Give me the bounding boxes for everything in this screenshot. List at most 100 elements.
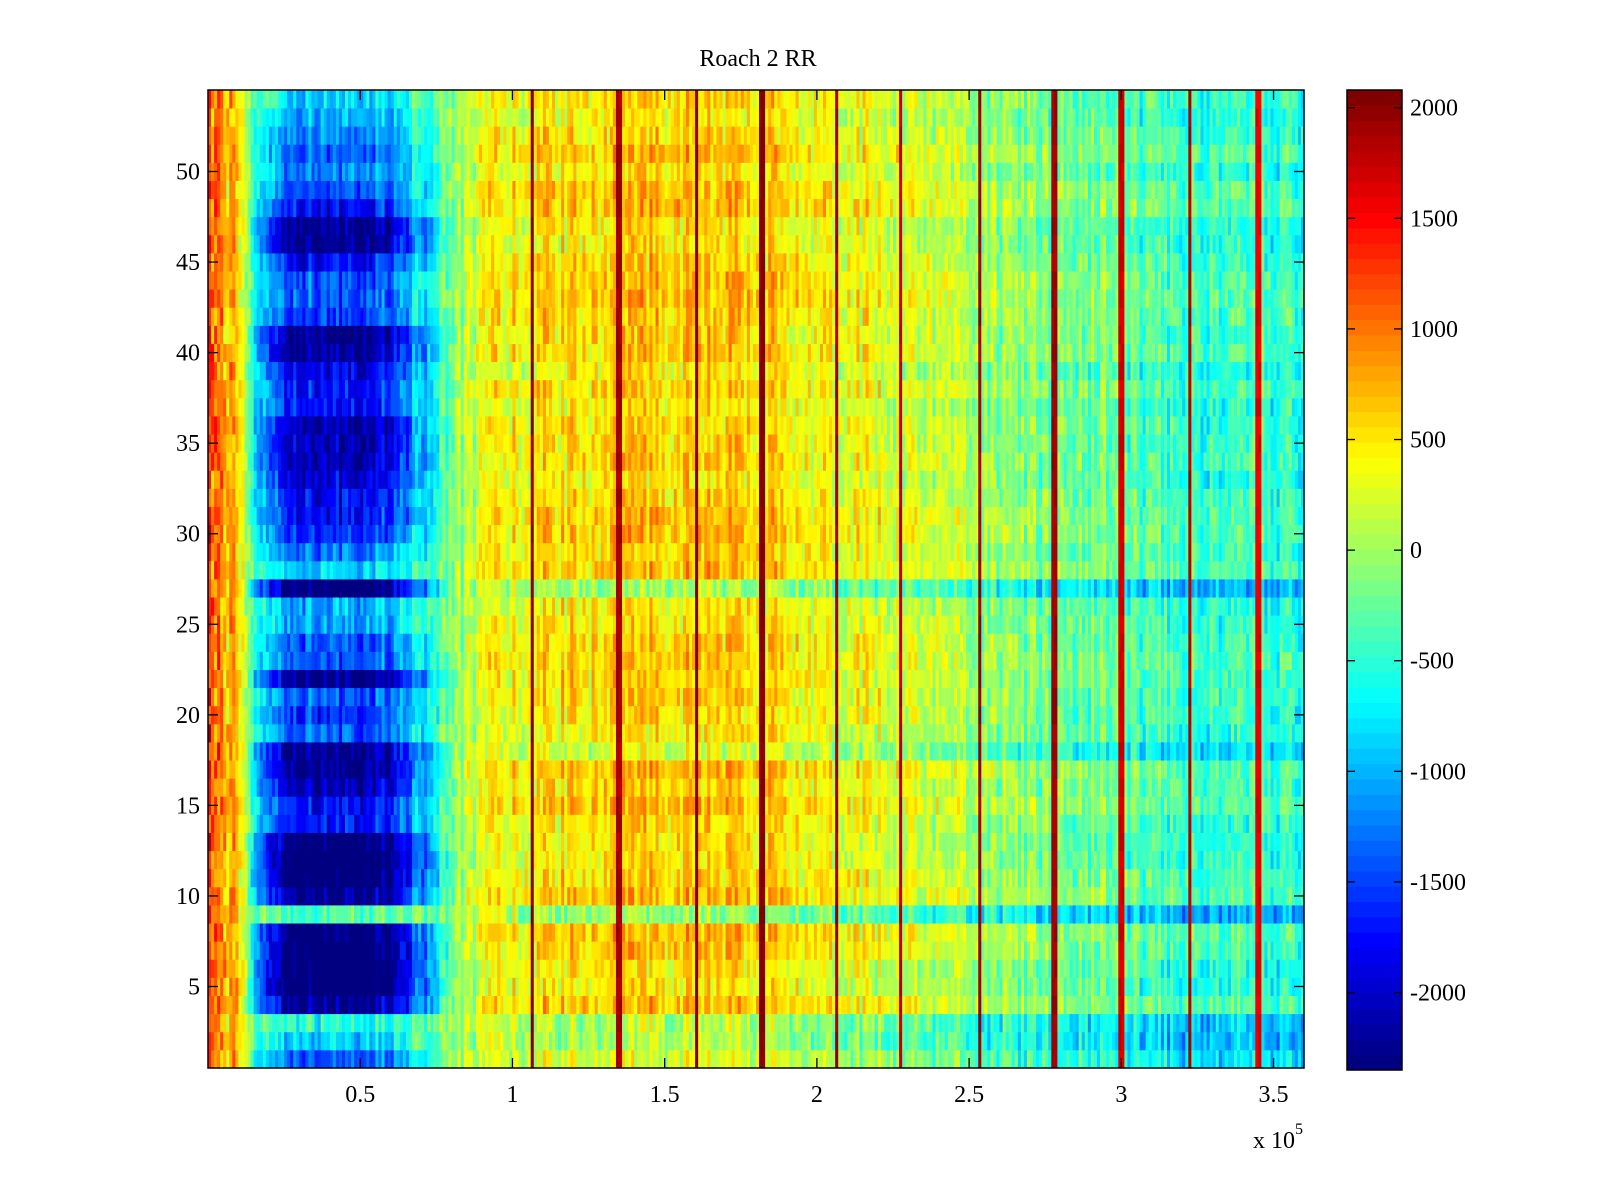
heatmap-cell [430, 868, 434, 888]
heatmap-cell [329, 1013, 334, 1033]
heatmap-cell [1109, 868, 1113, 888]
heatmap-cell [564, 923, 568, 942]
heatmap-cell [893, 1049, 897, 1069]
heatmap-cell [485, 868, 489, 888]
heatmap-cell [1011, 941, 1016, 960]
heatmap-cell [488, 905, 492, 924]
heatmap-cell [1005, 814, 1010, 833]
heatmap-cell [612, 995, 617, 1015]
heatmap-cell [1163, 868, 1168, 888]
heatmap-cell [1081, 959, 1086, 978]
heatmap-cell [774, 868, 778, 888]
heatmap-cell [1045, 814, 1049, 833]
heatmap-cell [698, 905, 702, 924]
heatmap-cell [256, 959, 261, 978]
heatmap-cell [646, 850, 650, 870]
heatmap-cell [972, 868, 976, 888]
heatmap-cell [984, 1013, 988, 1033]
heatmap-cell [211, 832, 215, 852]
heatmap-cell [1279, 832, 1284, 852]
heatmap-cell [244, 1049, 248, 1069]
heatmap-cell [1005, 1049, 1010, 1069]
heatmap-cell [485, 959, 489, 978]
heatmap-cell [1096, 977, 1101, 996]
heatmap-cell [1121, 905, 1125, 924]
heatmap-cell [393, 814, 398, 833]
heatmap-cell [722, 959, 726, 978]
heatmap-cell [369, 1031, 373, 1051]
heatmap-cell [877, 1013, 882, 1033]
heatmap-cell [768, 905, 772, 924]
heatmap-cell [1288, 959, 1293, 978]
heatmap-cell [725, 941, 729, 960]
heatmap-cell [442, 1049, 446, 1069]
heatmap-cell [530, 905, 535, 924]
heatmap-cell [798, 923, 803, 942]
heatmap-cell [1124, 905, 1128, 924]
heatmap-cell [1282, 1013, 1287, 1033]
heatmap-cell [1036, 886, 1040, 906]
heatmap-cell [570, 995, 574, 1015]
heatmap-cell [524, 1013, 529, 1033]
heatmap-cell [1078, 959, 1083, 978]
heatmap-cell [491, 850, 495, 870]
heatmap-cell [545, 1013, 550, 1033]
heatmap-cell [354, 814, 358, 833]
heatmap-cell [308, 977, 312, 996]
heatmap-cell [655, 1013, 659, 1033]
heatmap-cell [1103, 850, 1107, 870]
heatmap-cell [405, 1031, 410, 1051]
heatmap-cell [1243, 941, 1247, 960]
heatmap-cell [1017, 832, 1022, 852]
heatmap-cell [1218, 850, 1223, 870]
heatmap-cell [232, 905, 236, 924]
heatmap-cell [935, 886, 940, 906]
heatmap-cell [1291, 1013, 1296, 1033]
heatmap-cell [214, 941, 218, 960]
heatmap-cell [1291, 923, 1296, 942]
heatmap-cell [1054, 1049, 1058, 1069]
heatmap-cell [667, 1031, 672, 1051]
heatmap-cell [482, 959, 486, 978]
heatmap-cell [1160, 977, 1165, 996]
heatmap-cell [1261, 868, 1265, 888]
heatmap-cell [963, 905, 967, 924]
heatmap-cell [235, 977, 239, 996]
heatmap-cell [1237, 995, 1241, 1015]
heatmap-cell [676, 941, 681, 960]
heatmap-cell [299, 814, 303, 833]
heatmap-cell [506, 886, 510, 906]
heatmap-cell [281, 868, 285, 888]
heatmap-cell [959, 1013, 964, 1033]
heatmap-cell [463, 1031, 468, 1051]
heatmap-cell [232, 814, 236, 833]
heatmap-cell [1014, 1031, 1019, 1051]
heatmap-cell [908, 923, 912, 942]
heatmap-cell [765, 1013, 769, 1033]
heatmap-cell [223, 995, 227, 1015]
heatmap-cell [600, 886, 605, 906]
heatmap-cell [278, 923, 282, 942]
heatmap-cell [667, 1013, 672, 1033]
heatmap-cell [524, 959, 529, 978]
heatmap-cell [524, 995, 529, 1015]
heatmap-cell [247, 1031, 252, 1051]
heatmap-cell [914, 977, 918, 996]
heatmap-cell [606, 905, 611, 924]
heatmap-cell [1215, 1013, 1220, 1033]
heatmap-cell [597, 850, 602, 870]
heatmap-cell [935, 923, 940, 942]
heatmap-cell [1051, 832, 1055, 852]
heatmap-cell [299, 941, 303, 960]
heatmap-cell [1227, 850, 1232, 870]
heatmap-cell [1252, 868, 1256, 888]
heatmap-cell [865, 868, 870, 888]
heatmap-cell [317, 1049, 322, 1069]
heatmap-cell [701, 995, 705, 1015]
heatmap-cell [889, 905, 894, 924]
heatmap-cell [1063, 1031, 1067, 1051]
heatmap-cell [408, 832, 413, 852]
heatmap-cell [329, 832, 334, 852]
heatmap-cell [268, 923, 273, 942]
heatmap-cell [819, 832, 824, 852]
